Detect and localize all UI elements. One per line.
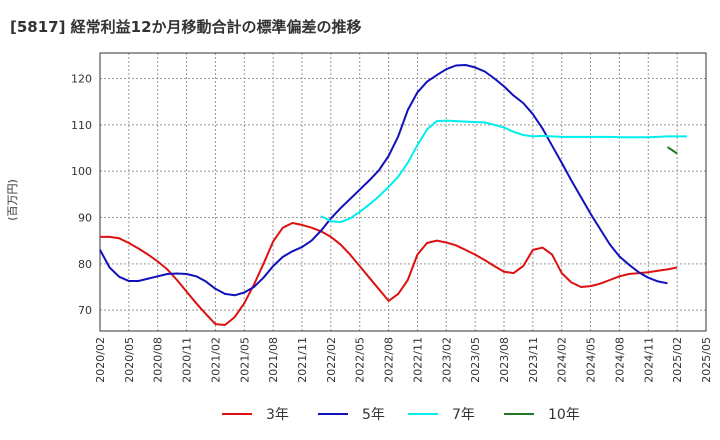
legend-label-4: 10年 — [548, 407, 580, 423]
x-tick-label: 2020/11 — [181, 337, 194, 383]
plot-area: 2020/02 2020/05 2020/08 2020/11 2021/02 2021/… — [71, 52, 713, 383]
legend-label-3: 7年 — [452, 407, 475, 423]
x-tick-label: 2022/02 — [325, 337, 338, 383]
series-line-2 — [99, 64, 668, 297]
x-tick-label: 2024/08 — [613, 337, 626, 383]
series-line-3 — [320, 119, 687, 224]
x-tick-label: 2024/11 — [642, 337, 655, 383]
x-tick-label: 2023/02 — [440, 337, 453, 383]
x-tick-label: 2020/02 — [94, 337, 107, 383]
y-tick-label: 70 — [78, 304, 92, 317]
x-tick-label: 2023/11 — [527, 337, 540, 383]
y-tick-label: 90 — [78, 211, 92, 224]
legend: 3年 5年 7年 10年 — [222, 407, 580, 423]
x-tick-label: 2023/05 — [469, 337, 482, 383]
legend-label-1: 3年 — [266, 407, 289, 423]
x-tick-label: 2022/11 — [411, 337, 424, 383]
x-tick-label: 2020/08 — [152, 337, 165, 383]
series-line-4 — [666, 146, 678, 155]
plot-frame — [99, 52, 707, 332]
chart-title: [5817] 経常利益12か月移動合計の標準偏差の推移 — [10, 18, 362, 36]
x-tick-label: 2020/05 — [123, 337, 136, 383]
legend-label-2: 5年 — [362, 407, 385, 423]
plot-background — [100, 53, 706, 331]
y-tick-label: 120 — [71, 72, 92, 85]
x-tick-label: 2021/11 — [296, 337, 309, 383]
x-tick-label: 2021/08 — [267, 337, 280, 383]
x-tick-label: 2021/02 — [209, 337, 222, 383]
series-line-1 — [100, 222, 678, 326]
y-axis-label: (百万円) — [6, 179, 19, 221]
y-tick-label: 100 — [71, 165, 92, 178]
x-tick-label: 2021/05 — [238, 337, 251, 383]
y-tick-label: 110 — [71, 119, 92, 132]
x-tick-label: 2023/08 — [498, 337, 511, 383]
x-tick-label: 2022/08 — [383, 337, 396, 383]
x-tick-label: 2022/05 — [354, 337, 367, 383]
x-tick-label: 2024/05 — [585, 337, 598, 383]
y-tick-label: 80 — [78, 258, 92, 271]
x-tick-label: 2025/05 — [700, 337, 713, 383]
x-tick-label: 2024/02 — [556, 337, 569, 383]
x-tick-label: 2025/02 — [671, 337, 684, 383]
